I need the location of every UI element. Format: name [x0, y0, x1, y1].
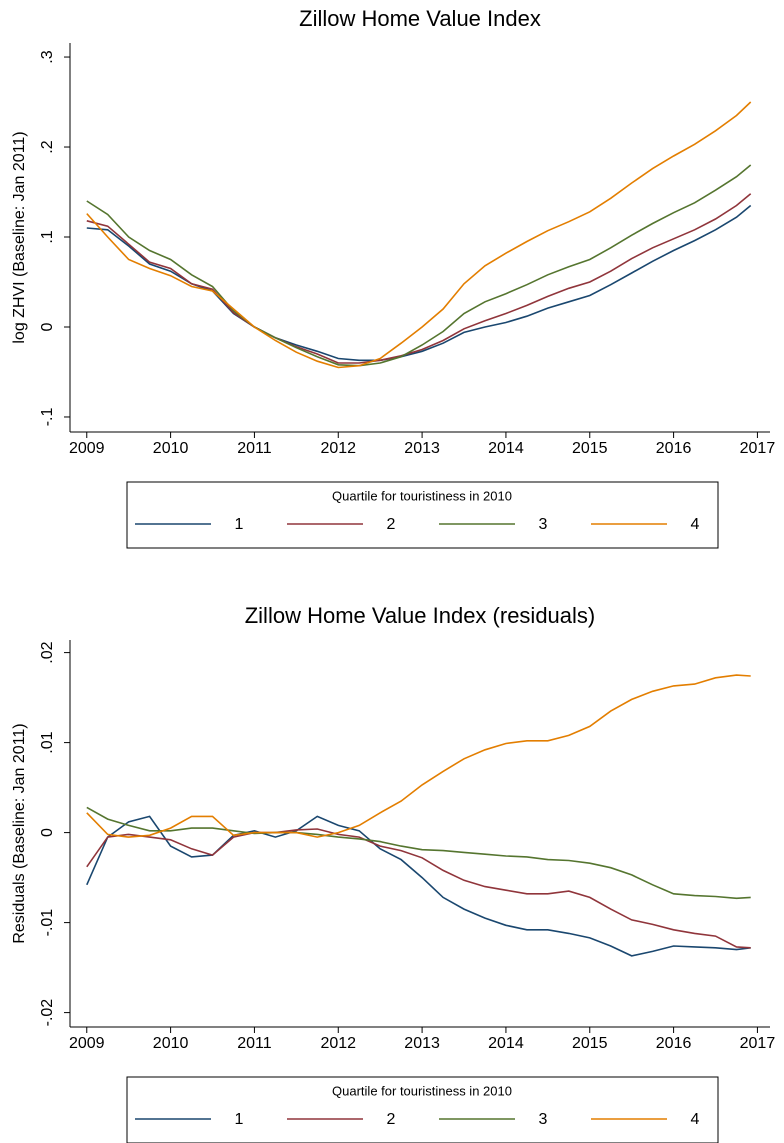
series-line — [86, 806, 751, 900]
x-tick-label: 2016 — [656, 1035, 692, 1052]
x-tick-label: 2016 — [656, 440, 692, 457]
x-tick-label: 2013 — [404, 1035, 440, 1052]
series-line — [86, 815, 751, 957]
x-tick-label: 2009 — [69, 440, 105, 457]
legend-title: Quartile for touristiness in 2010 — [332, 488, 512, 503]
x-tick-label: 2013 — [404, 440, 440, 457]
x-tick-label: 2014 — [488, 440, 524, 457]
legend-label: 3 — [539, 1111, 548, 1128]
x-tick-label: 2015 — [572, 440, 608, 457]
x-tick-label: 2017 — [740, 1035, 776, 1052]
x-tick-label: 2011 — [237, 440, 272, 457]
y-tick-label: .1 — [39, 230, 56, 243]
legend-title: Quartile for touristiness in 2010 — [332, 1083, 512, 1098]
series-line — [86, 828, 751, 949]
y-tick-label: .01 — [39, 731, 56, 753]
x-tick-label: 2017 — [740, 440, 776, 457]
x-tick-label: 2012 — [320, 440, 356, 457]
series-line — [86, 204, 752, 362]
y-axis-label: log ZHVI (Baseline: Jan 2011) — [11, 131, 28, 343]
legend-label: 1 — [235, 1111, 244, 1128]
x-tick-label: 2009 — [69, 1035, 105, 1052]
y-tick-label: -.1 — [39, 408, 56, 427]
x-tick-label: 2010 — [153, 1035, 189, 1052]
y-axis-label: Residuals (Baseline: Jan 2011) — [11, 723, 28, 943]
y-tick-label: 0 — [39, 828, 56, 837]
x-tick-label: 2011 — [237, 1035, 272, 1052]
legend-box — [126, 481, 719, 549]
series-line — [86, 164, 752, 367]
y-tick-label: .2 — [39, 140, 56, 153]
x-tick-label: 2010 — [153, 440, 189, 457]
legend-label: 4 — [691, 1111, 700, 1128]
legend-label: 1 — [235, 516, 244, 533]
y-tick-label: .3 — [39, 50, 56, 63]
chart-title: Zillow Home Value Index (residuals) — [245, 603, 596, 628]
series-line — [86, 193, 752, 364]
series-line — [86, 101, 752, 369]
legend-label: 2 — [387, 516, 396, 533]
legend-label: 2 — [387, 1111, 396, 1128]
series-line — [86, 674, 751, 838]
y-tick-label: .02 — [39, 641, 56, 663]
legend-label: 3 — [539, 516, 548, 533]
y-tick-label: -.02 — [39, 999, 56, 1027]
chart-title: Zillow Home Value Index — [299, 6, 541, 31]
legend-box — [126, 1076, 719, 1143]
x-tick-label: 2012 — [320, 1035, 356, 1052]
y-tick-label: 0 — [39, 322, 56, 331]
legend-label: 4 — [691, 516, 700, 533]
x-tick-label: 2014 — [488, 1035, 524, 1052]
y-tick-label: -.01 — [39, 909, 56, 937]
x-tick-label: 2015 — [572, 1035, 608, 1052]
